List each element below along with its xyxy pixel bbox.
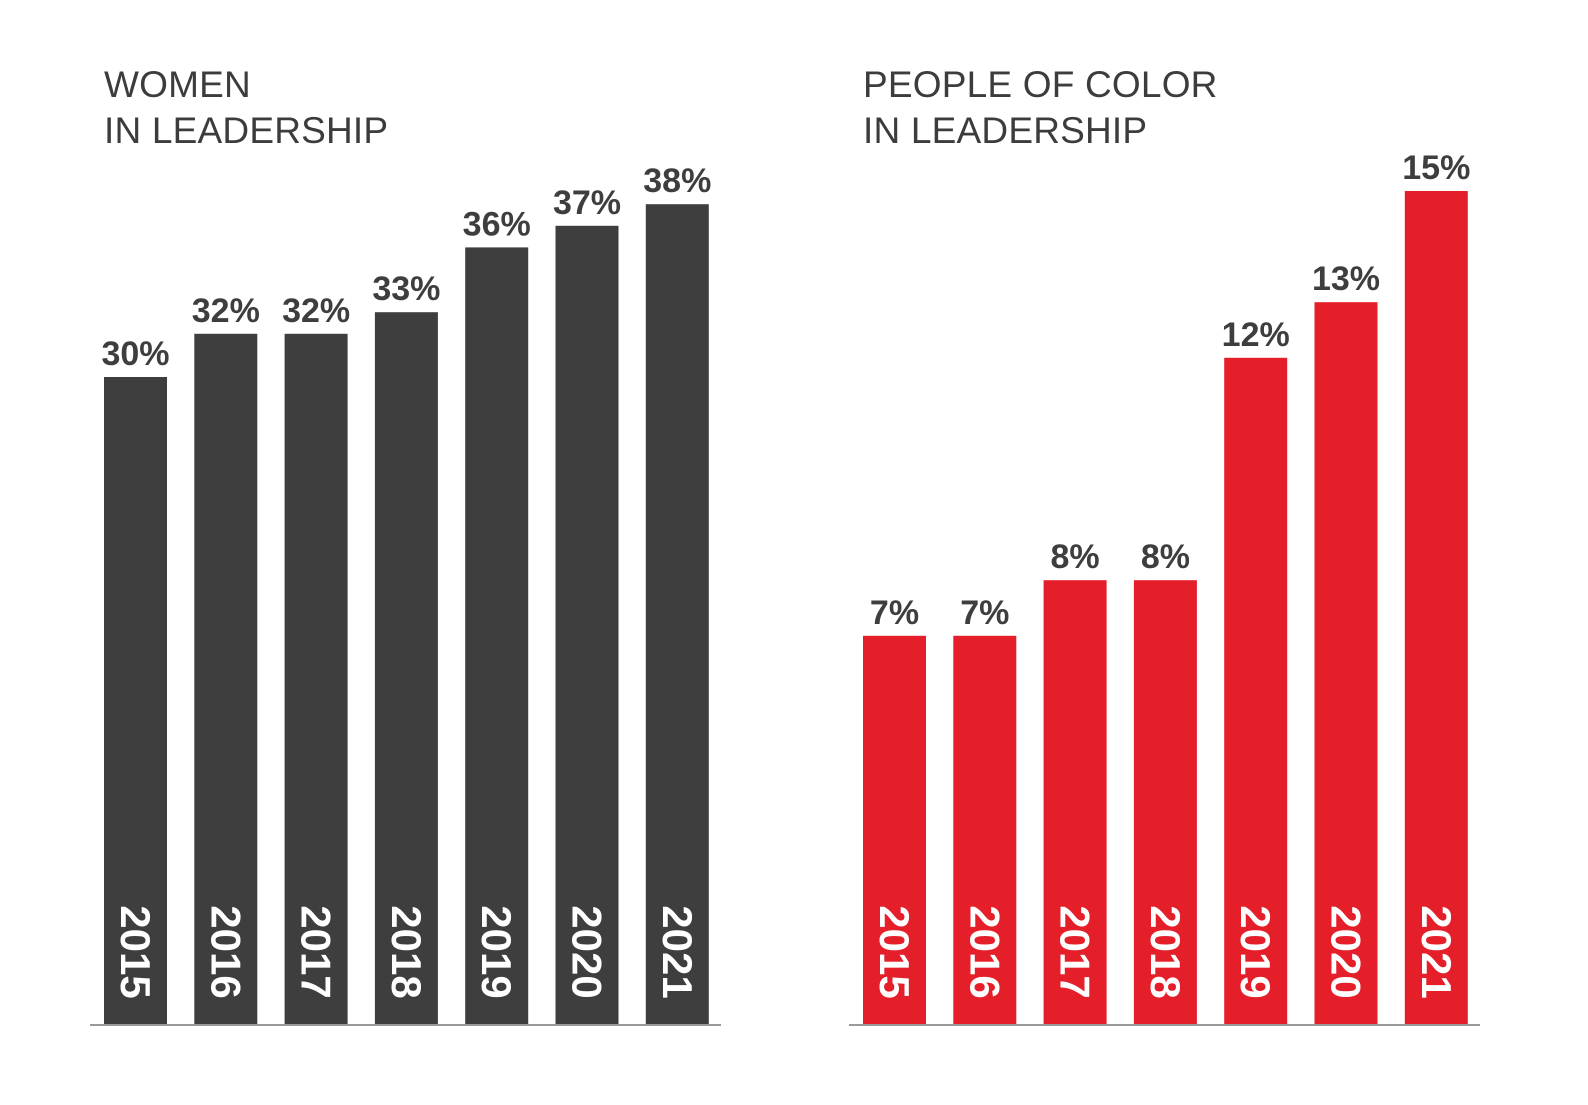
poc-title-line-1: PEOPLE OF COLOR — [863, 64, 1218, 105]
value-label-2021: 15% — [1402, 149, 1470, 187]
bar-group-2017: 8% 2017 — [1043, 538, 1107, 1025]
value-label-2019: 36% — [463, 205, 531, 243]
year-label-2016: 2016 — [961, 905, 1008, 998]
people-of-color-leadership-panel: PEOPLE OF COLOR IN LEADERSHIP 7% 2015 7% 20… — [849, 0, 1503, 1105]
bar-group-2021: 38% 2021 — [643, 162, 711, 1025]
value-label-2021: 38% — [643, 162, 711, 200]
value-label-2016: 32% — [192, 292, 260, 330]
chart-plot-0: 30% 2015 32% 2016 32% 2017 33% 2018 36% 2019 37% 20… — [90, 162, 721, 1026]
women-title-line-2: IN LEADERSHIP — [104, 110, 389, 151]
bar-2019 — [1224, 357, 1288, 1025]
women-leadership-panel: WOMEN IN LEADERSHIP 30% 2015 32% 2016 32% 201… — [90, 0, 744, 1105]
bar-group-2016: 7% 2016 — [953, 594, 1017, 1025]
year-label-2018: 2018 — [383, 905, 430, 998]
bar-2016 — [194, 333, 258, 1025]
bar-2020 — [555, 225, 619, 1026]
bar-2018 — [1133, 580, 1197, 1025]
value-label-2016: 7% — [960, 594, 1009, 632]
bar-2021 — [1404, 191, 1468, 1025]
year-label-2019: 2019 — [1232, 905, 1279, 998]
chart-plot-1: 7% 2015 7% 2016 8% 2017 8% 2018 12% 2019 13% 2020 15… — [849, 149, 1480, 1026]
bar-2015 — [104, 377, 167, 1025]
bar-group-2021: 15% 2021 — [1402, 149, 1470, 1025]
bar-group-2018: 33% 2018 — [372, 270, 440, 1025]
bar-group-2016: 32% 2016 — [192, 292, 260, 1025]
value-label-2018: 33% — [372, 270, 440, 308]
value-label-2019: 12% — [1222, 316, 1290, 354]
bar-group-2015: 7% 2015 — [863, 594, 926, 1025]
bar-group-2015: 30% 2015 — [101, 335, 170, 1025]
year-label-2020: 2020 — [1323, 905, 1370, 998]
value-label-2017: 32% — [282, 292, 350, 330]
value-label-2020: 13% — [1312, 260, 1380, 298]
year-label-2018: 2018 — [1142, 905, 1189, 998]
bar-group-2020: 13% 2020 — [1312, 260, 1380, 1025]
year-label-2019: 2019 — [473, 905, 520, 998]
bar-2018 — [374, 312, 438, 1025]
year-label-2020: 2020 — [564, 905, 611, 998]
bar-group-2018: 8% 2018 — [1133, 538, 1197, 1025]
bar-group-2020: 37% 2020 — [553, 184, 621, 1026]
bar-group-2019: 36% 2019 — [463, 205, 531, 1025]
bar-2021 — [645, 204, 709, 1025]
poc-title-line-2: IN LEADERSHIP — [863, 110, 1148, 151]
year-label-2016: 2016 — [202, 905, 249, 998]
bar-2015 — [863, 635, 926, 1025]
year-label-2017: 2017 — [293, 905, 340, 998]
bar-2019 — [465, 247, 529, 1025]
bar-group-2017: 32% 2017 — [282, 292, 350, 1025]
year-label-2021: 2021 — [1413, 905, 1460, 998]
value-label-2015: 30% — [101, 335, 169, 373]
bar-2020 — [1314, 302, 1378, 1025]
year-label-2017: 2017 — [1052, 905, 1099, 998]
bar-2017 — [284, 333, 348, 1025]
value-label-2020: 37% — [553, 184, 621, 222]
year-label-2021: 2021 — [654, 905, 701, 998]
bar-2017 — [1043, 580, 1107, 1025]
value-label-2017: 8% — [1051, 538, 1100, 576]
year-label-2015: 2015 — [871, 905, 918, 998]
poc-chart-title: PEOPLE OF COLOR IN LEADERSHIP — [863, 62, 1218, 154]
bar-2016 — [953, 635, 1017, 1025]
value-label-2018: 8% — [1141, 538, 1190, 576]
women-title-line-1: WOMEN — [104, 64, 251, 105]
value-label-2015: 7% — [870, 594, 919, 632]
women-chart-title: WOMEN IN LEADERSHIP — [104, 62, 388, 154]
year-label-2015: 2015 — [112, 905, 159, 998]
bar-group-2019: 12% 2019 — [1222, 316, 1290, 1025]
